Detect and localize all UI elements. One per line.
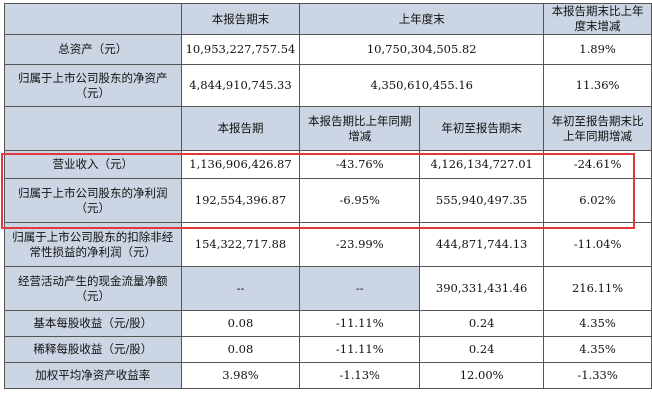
cell-value: 3.98% (180, 362, 301, 389)
cell-value: 1.89% (543, 34, 652, 65)
cell-value: 0.08 (180, 336, 301, 363)
header-empty-cell (4, 106, 182, 151)
table-row: 总资产（元） 10,953,227,757.54 10,750,304,505.… (4, 34, 652, 65)
header-change-vs-prior-year-end: 本报告期末比上年度末增减 (543, 3, 652, 35)
row-label: 加权平均净资产收益率 (4, 362, 182, 389)
cell-value: 154,322,717.88 (180, 222, 301, 267)
cell-value: -43.76% (299, 150, 421, 179)
row-label: 稀释每股收益（元/股） (4, 336, 182, 363)
cell-value: 4,350,610,455.16 (299, 64, 545, 107)
table-row: 稀释每股收益（元/股） 0.08 -11.11% 0.24 4.35% (4, 336, 652, 363)
cell-value: 10,953,227,757.54 (180, 34, 301, 65)
row-label: 基本每股收益（元/股） (4, 310, 182, 337)
cell-value: 11.36% (543, 64, 652, 107)
header-current-period: 本报告期 (180, 106, 301, 151)
row-label: 归属于上市公司股东的净利润（元） (4, 178, 182, 223)
table-row: 归属于上市公司股东的净资产（元） 4,844,910,745.33 4,350,… (4, 64, 652, 107)
header-year-to-date: 年初至报告期末 (419, 106, 545, 151)
row-label: 总资产（元） (4, 34, 182, 65)
table-row: 营业收入（元） 1,136,906,426.87 -43.76% 4,126,1… (4, 150, 652, 179)
cell-value: 555,940,497.35 (419, 178, 545, 223)
header-empty-cell (4, 3, 182, 35)
cell-value: -24.61% (543, 150, 652, 179)
cell-value: 192,554,396.87 (180, 178, 301, 223)
table-row: 归属于上市公司股东的扣除非经常性损益的净利润（元） 154,322,717.88… (4, 222, 652, 267)
cell-value: 0.24 (419, 310, 545, 337)
cell-value: 4.35% (543, 336, 652, 363)
table-header-row: 本报告期 本报告期比上年同期增减 年初至报告期末 年初至报告期末比上年同期增减 (4, 106, 652, 151)
header-prior-year-end: 上年度末 (299, 3, 545, 35)
row-label: 归属于上市公司股东的净资产（元） (4, 64, 182, 107)
cell-value: -11.11% (299, 336, 421, 363)
cell-value: -1.13% (299, 362, 421, 389)
table-row: 经营活动产生的现金流量净额（元） -- -- 390,331,431.46 21… (4, 266, 652, 311)
cell-value: -11.11% (299, 310, 421, 337)
cell-value: -6.95% (299, 178, 421, 223)
financial-table-container: 本报告期末 上年度末 本报告期末比上年度末增减 总资产（元） 10,953,22… (4, 3, 652, 389)
cell-value: 216.11% (543, 266, 652, 311)
row-label: 经营活动产生的现金流量净额（元） (4, 266, 182, 311)
cell-value: 1,136,906,426.87 (180, 150, 301, 179)
cell-value: 6.02% (543, 178, 652, 223)
cell-value: 390,331,431.46 (419, 266, 545, 311)
cell-value: 4.35% (543, 310, 652, 337)
cell-value: -- (180, 266, 301, 311)
row-label: 归属于上市公司股东的扣除非经常性损益的净利润（元） (4, 222, 182, 267)
table-row: 基本每股收益（元/股） 0.08 -11.11% 0.24 4.35% (4, 310, 652, 337)
table-row: 加权平均净资产收益率 3.98% -1.13% 12.00% -1.33% (4, 362, 652, 389)
header-current-period-change: 本报告期比上年同期增减 (299, 106, 421, 151)
cell-value: 0.08 (180, 310, 301, 337)
cell-value: -23.99% (299, 222, 421, 267)
cell-value: 10,750,304,505.82 (299, 34, 545, 65)
header-year-to-date-change: 年初至报告期末比上年同期增减 (543, 106, 652, 151)
cell-value: -11.04% (543, 222, 652, 267)
cell-value: 4,844,910,745.33 (180, 64, 301, 107)
row-label: 营业收入（元） (4, 150, 182, 179)
cell-value: 444,871,744.13 (419, 222, 545, 267)
cell-value: -1.33% (543, 362, 652, 389)
table-header-row: 本报告期末 上年度末 本报告期末比上年度末增减 (4, 3, 652, 35)
table-row: 归属于上市公司股东的净利润（元） 192,554,396.87 -6.95% 5… (4, 178, 652, 223)
cell-value: 12.00% (419, 362, 545, 389)
cell-value: -- (299, 266, 421, 311)
financial-summary-table: 本报告期末 上年度末 本报告期末比上年度末增减 总资产（元） 10,953,22… (4, 3, 652, 389)
cell-value: 0.24 (419, 336, 545, 363)
cell-value: 4,126,134,727.01 (419, 150, 545, 179)
header-period-end: 本报告期末 (180, 3, 301, 35)
